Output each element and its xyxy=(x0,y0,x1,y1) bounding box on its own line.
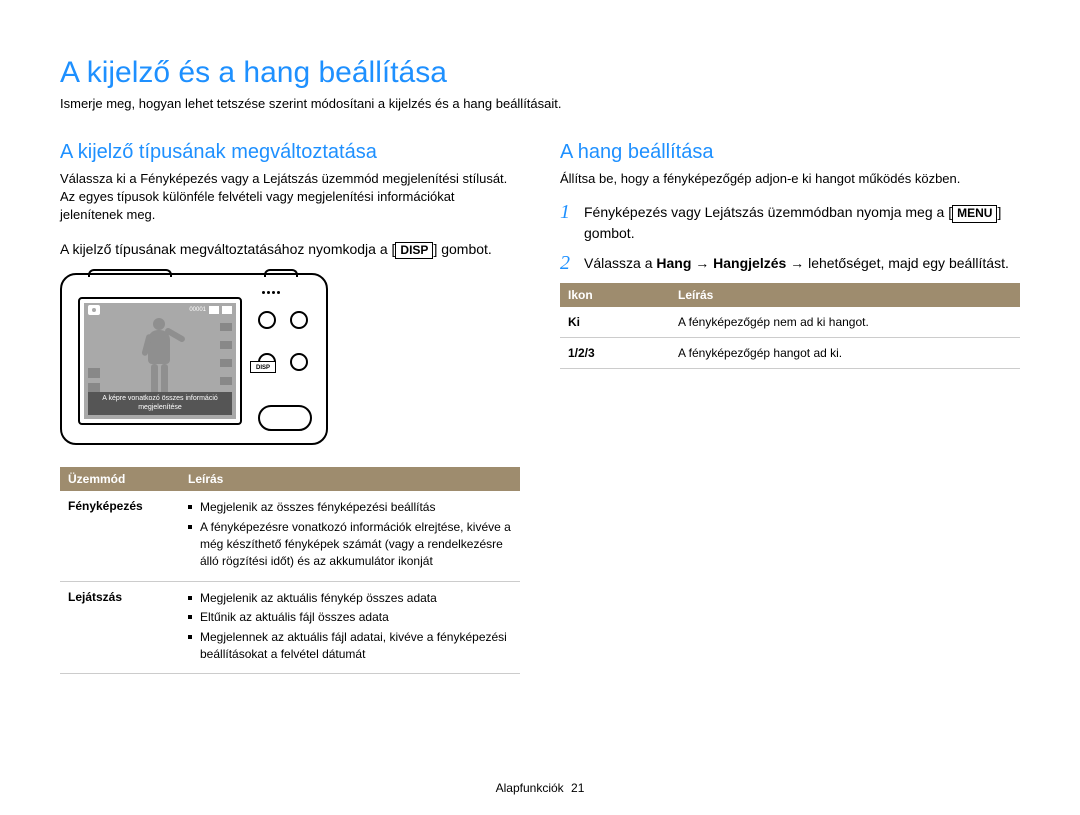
table-header: Leírás xyxy=(180,467,520,491)
right-column: A hang beállítása Állítsa be, hogy a fén… xyxy=(560,141,1020,674)
control-button xyxy=(258,311,276,329)
counter-label: 00001 xyxy=(189,307,206,313)
icon-desc: A fényképezőgép hangot ad ki. xyxy=(670,338,1020,369)
movie-icon xyxy=(220,341,232,349)
intro-text: Ismerje meg, hogyan lehet tetszése szeri… xyxy=(60,96,1020,111)
list-item: Megjelennek az aktuális fájl adatai, kiv… xyxy=(188,629,512,664)
mode-label: Lejátszás xyxy=(60,581,180,674)
list-item: Megjelenik az összes fényképezési beállí… xyxy=(188,499,512,516)
page-footer: Alapfunkciók 21 xyxy=(0,781,1080,795)
icon-label: Ki xyxy=(560,307,670,338)
display-mode-table: Üzemmód Leírás Fényképezés Megjelenik az… xyxy=(60,467,520,674)
icon-label: 1/2/3 xyxy=(560,338,670,369)
sd-icon xyxy=(209,306,219,314)
page-title: A kijelző és a hang beállítása xyxy=(60,56,1020,90)
portrait-icon xyxy=(220,323,232,331)
right-desc: Állítsa be, hogy a fényképezőgép adjon-e… xyxy=(560,170,1020,188)
flash-icon xyxy=(220,377,232,385)
mode-description: Megjelenik az összes fényképezési beállí… xyxy=(180,491,520,581)
step-text: Fényképezés vagy Lejátszás üzemmódban ny… xyxy=(584,202,1020,243)
table-row: Fényképezés Megjelenik az összes fénykép… xyxy=(60,491,520,581)
footer-page: 21 xyxy=(571,781,584,795)
page: A kijelző és a hang beállítása Ismerje m… xyxy=(0,0,1080,714)
camera-mode-icon xyxy=(88,305,100,315)
camera-top-bumps xyxy=(88,269,308,275)
step-number: 1 xyxy=(560,202,576,243)
screen-tooltip: A képre vonatkozó összes információ megj… xyxy=(88,392,232,415)
disp-button-label: DISP xyxy=(395,242,433,260)
list-item: Megjelenik az aktuális fénykép összes ad… xyxy=(188,590,512,607)
content-columns: A kijelző típusának megváltoztatása Vála… xyxy=(60,141,1020,674)
timer-icon xyxy=(220,359,232,367)
left-heading: A kijelző típusának megváltoztatása xyxy=(60,141,520,164)
control-button xyxy=(290,353,308,371)
step-2: 2 Válassza a Hang → Hangjelzés → lehetős… xyxy=(560,253,1020,273)
menu-button-label: MENU xyxy=(952,205,997,223)
sound-table: Ikon Leírás Ki A fényképezőgép nem ad ki… xyxy=(560,283,1020,369)
camera-illustration: 00001 xyxy=(60,273,520,445)
table-header: Üzemmód xyxy=(60,467,180,491)
person-silhouette xyxy=(142,318,176,400)
instruction-post: gombot. xyxy=(437,241,491,257)
table-row: Ki A fényképezőgép nem ad ki hangot. xyxy=(560,307,1020,338)
table-header: Ikon xyxy=(560,283,670,307)
screen-topbar: 00001 xyxy=(84,303,236,317)
list-item: A fényképezésre vonatkozó információk el… xyxy=(188,519,512,571)
face-icon xyxy=(88,368,100,378)
table-row: Lejátszás Megjelenik az aktuális fénykép… xyxy=(60,581,520,674)
table-header: Leírás xyxy=(670,283,1020,307)
step-1: 1 Fényképezés vagy Lejátszás üzemmódban … xyxy=(560,202,1020,243)
control-column-2 xyxy=(290,311,308,371)
footer-section: Alapfunkciók xyxy=(496,781,564,795)
tooltip-line2: megjelenítése xyxy=(92,404,228,412)
mode-description: Megjelenik az aktuális fénykép összes ad… xyxy=(180,581,520,674)
step-bold: Hang → Hangjelzés → xyxy=(656,255,804,271)
step-number: 2 xyxy=(560,253,576,273)
mode-label: Fényképezés xyxy=(60,491,180,581)
instruction-pre: A kijelző típusának megváltoztatásához n… xyxy=(60,241,392,257)
camera-screen: 00001 xyxy=(78,297,242,425)
icon-desc: A fényképezőgép nem ad ki hangot. xyxy=(670,307,1020,338)
left-instruction: A kijelző típusának megváltoztatásához n… xyxy=(60,239,520,260)
screen-sidebar-icons xyxy=(220,323,232,385)
list-item: Eltűnik az aktuális fájl összes adata xyxy=(188,609,512,626)
screen-bottom-icons xyxy=(88,368,100,393)
right-heading: A hang beállítása xyxy=(560,141,1020,164)
screen-content: 00001 xyxy=(84,303,236,419)
mic-dots xyxy=(262,291,280,294)
disp-physical-label: DISP xyxy=(250,361,276,373)
battery-icon xyxy=(222,306,232,314)
control-button xyxy=(290,311,308,329)
tooltip-line1: A képre vonatkozó összes információ xyxy=(92,395,228,403)
step-text: Válassza a Hang → Hangjelzés → lehetőség… xyxy=(584,253,1009,273)
left-desc: Válassza ki a Fényképezés vagy a Lejátsz… xyxy=(60,170,520,225)
bottom-control-ring xyxy=(258,405,312,431)
table-row: 1/2/3 A fényképezőgép hangot ad ki. xyxy=(560,338,1020,369)
left-column: A kijelző típusának megváltoztatása Vála… xyxy=(60,141,520,674)
camera-body: 00001 xyxy=(60,273,328,445)
